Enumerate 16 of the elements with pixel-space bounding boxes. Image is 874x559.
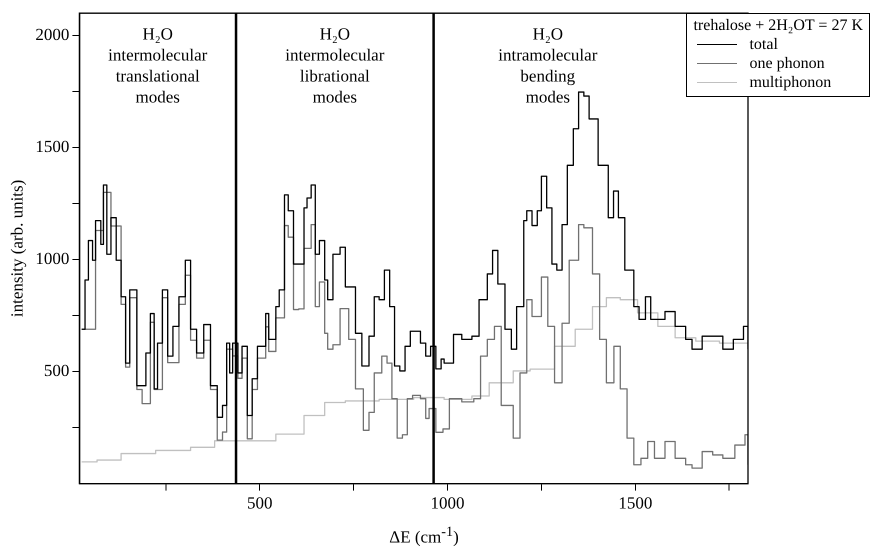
x-tick-label: 1500 [618, 493, 652, 512]
annotation: H₂O intermolecular librational modes [285, 24, 385, 107]
x-axis-title: ΔE (cm$^{-1}$) [388, 524, 460, 548]
y-axis-title: intensity (arb. units) [8, 180, 27, 318]
x-tick-label: 500 [246, 493, 272, 512]
legend-label: one phonon [749, 54, 825, 73]
legend-title: trehalose + 2H₂OT = 27 K [693, 16, 863, 35]
y-tick-label: 2000 [35, 25, 70, 44]
y-tick-label: 500 [44, 361, 70, 380]
y-tick-label: 1500 [35, 137, 70, 156]
legend-label: total [749, 35, 778, 54]
annotation: H₂O intermolecular translational modes [108, 24, 208, 107]
y-tick-label: 1000 [35, 249, 70, 268]
x-tick-label: 1000 [430, 493, 465, 512]
legend-label: multiphonon [749, 73, 832, 92]
annotation: H₂O intramolecular bending modes [498, 24, 598, 107]
